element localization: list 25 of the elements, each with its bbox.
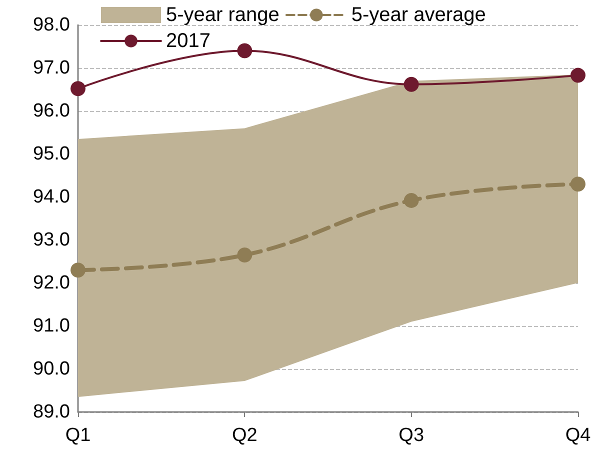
point [570, 68, 586, 83]
point [404, 76, 419, 92]
y-tick-label: 90.0 [33, 358, 70, 380]
legend-label: 5-year range [166, 4, 280, 26]
point [237, 43, 252, 58]
x-tick-label: Q2 [232, 425, 258, 446]
legend-label: 5-year average [351, 4, 486, 26]
y-tick-label: 94.0 [33, 186, 70, 208]
point [404, 192, 419, 208]
x-tick-label: Q4 [565, 425, 592, 446]
point [237, 248, 252, 263]
x-tick-label: Q1 [65, 425, 91, 446]
point [70, 262, 86, 278]
legend-label: 2017 [166, 30, 210, 52]
y-tick-label: 98.0 [33, 14, 70, 36]
y-tick-label: 97.0 [33, 58, 70, 78]
point [70, 81, 86, 96]
y-tick-label: 93.0 [33, 230, 70, 250]
y-tick-label: 96.0 [33, 100, 70, 122]
y-tick-label: 91.0 [33, 316, 70, 336]
y-tick-label: 92.0 [33, 272, 70, 294]
y-tick-label: 95.0 [33, 144, 70, 164]
x-tick-label: Q3 [398, 425, 424, 446]
point [570, 176, 586, 192]
y-tick-label: 89.0 [33, 402, 70, 422]
